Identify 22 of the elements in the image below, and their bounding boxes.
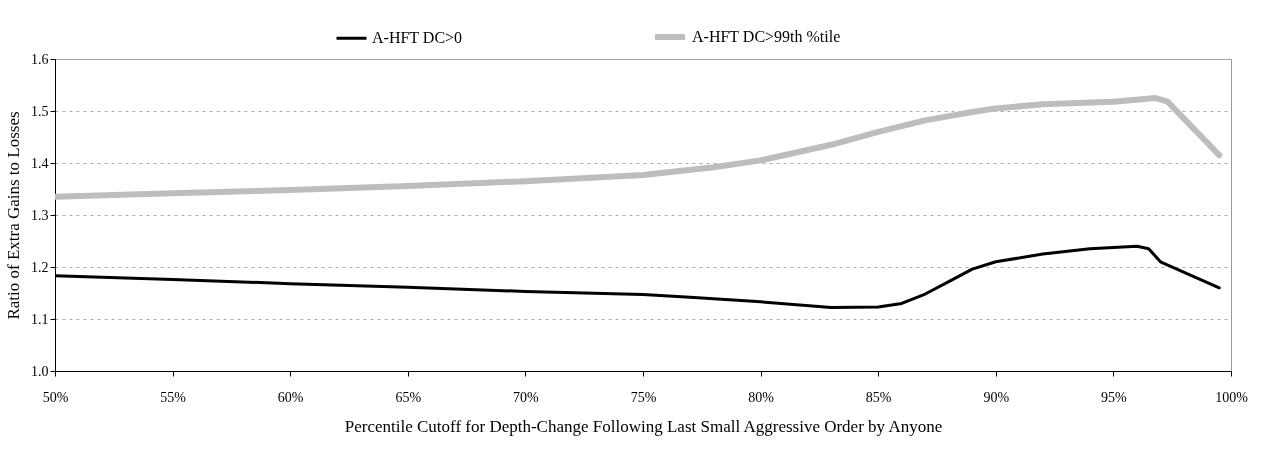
x-tick-label: 85% bbox=[865, 389, 892, 405]
y-tick-label: 1.4 bbox=[31, 155, 49, 171]
x-tick-label: 80% bbox=[748, 389, 775, 405]
x-tick-label: 75% bbox=[630, 389, 657, 405]
x-tick-label: 100% bbox=[1215, 389, 1249, 405]
x-tick-label: 95% bbox=[1101, 389, 1128, 405]
legend-label: A-HFT DC>99th %tile bbox=[692, 28, 841, 45]
x-tick-label: 50% bbox=[42, 389, 69, 405]
y-tick-label: 1.5 bbox=[31, 103, 49, 119]
x-tick-label: 55% bbox=[160, 389, 187, 405]
x-tick-label: 70% bbox=[513, 389, 540, 405]
x-tick-label: 90% bbox=[983, 389, 1010, 405]
legend-label: A-HFT DC>0 bbox=[372, 29, 463, 47]
y-tick-label: 1.6 bbox=[31, 51, 49, 67]
y-axis-title: Ratio of Extra Gains to Losses bbox=[4, 111, 23, 320]
x-tick-label: 60% bbox=[277, 389, 304, 405]
x-tick-label: 65% bbox=[395, 389, 422, 405]
y-tick-label: 1.2 bbox=[31, 259, 49, 275]
x-axis-title: Percentile Cutoff for Depth-Change Following Last Small Aggressive Order by Anyone bbox=[344, 416, 943, 436]
y-tick-label: 1.3 bbox=[31, 207, 49, 223]
y-tick-label: 1.0 bbox=[31, 363, 49, 379]
y-tick-label: 1.1 bbox=[31, 311, 49, 327]
